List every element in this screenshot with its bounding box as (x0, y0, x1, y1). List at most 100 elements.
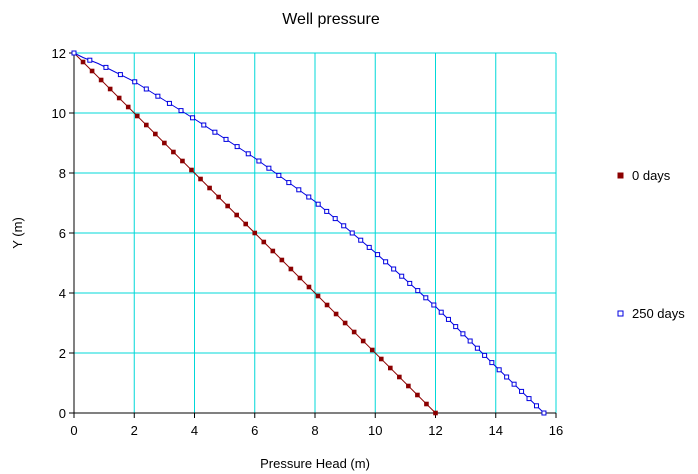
data-point (366, 244, 372, 250)
data-point (407, 280, 413, 286)
data-point (315, 201, 321, 207)
y-axis-label: Y (m) (10, 217, 25, 249)
data-point (80, 59, 86, 65)
data-point (467, 338, 473, 344)
data-point (234, 144, 240, 150)
data-point (433, 410, 438, 416)
x-tick-label: 6 (251, 423, 258, 438)
data-point (245, 151, 251, 157)
data-point (87, 57, 93, 63)
data-point (460, 331, 466, 337)
data-point (252, 230, 258, 236)
x-tick-label: 14 (489, 423, 503, 438)
data-point (107, 86, 113, 92)
x-tick-label: 0 (70, 423, 77, 438)
data-point (351, 329, 357, 335)
grid (74, 52, 557, 413)
data-point (207, 185, 212, 191)
data-point (256, 158, 262, 164)
data-point (482, 352, 488, 358)
data-point (201, 122, 207, 128)
x-axis-label: Pressure Head (m) (260, 456, 370, 471)
data-point (423, 295, 429, 301)
data-point (519, 388, 525, 394)
data-point (171, 149, 176, 155)
legend-label: 0 days (632, 168, 671, 183)
data-point (297, 275, 303, 281)
data-point (286, 180, 292, 186)
data-point (155, 93, 161, 99)
data-point (306, 194, 312, 200)
data-point (406, 383, 411, 389)
data-point (341, 223, 347, 229)
legend-marker (617, 310, 624, 317)
data-point (526, 396, 532, 402)
data-point (223, 136, 229, 142)
x-tick-label: 8 (311, 423, 318, 438)
data-point (445, 316, 451, 322)
data-point (288, 266, 294, 272)
series-1 (71, 50, 547, 416)
data-point (397, 374, 402, 380)
x-tick-label: 12 (428, 423, 442, 438)
data-point (369, 347, 375, 353)
axes: 0 2 4 6 8 10 12 14 16 0 2 4 6 8 10 12 (52, 46, 564, 438)
data-point (489, 360, 495, 366)
data-point (383, 259, 389, 265)
data-point (178, 108, 184, 114)
x-tick-label: 4 (191, 423, 198, 438)
data-point (474, 345, 480, 351)
x-tick-label: 2 (131, 423, 138, 438)
data-point (71, 50, 77, 56)
data-point (415, 288, 421, 294)
data-point (190, 115, 196, 121)
data-point (261, 239, 267, 245)
legend: 0 days 250 days (617, 168, 685, 321)
data-point (496, 367, 502, 373)
data-point (415, 392, 420, 398)
data-point (132, 79, 138, 85)
data-point (453, 324, 459, 330)
y-tick-label: 4 (59, 286, 66, 301)
data-point (243, 221, 249, 227)
data-point (541, 410, 547, 416)
data-point (143, 86, 149, 92)
data-point (270, 248, 276, 254)
data-point (315, 293, 321, 299)
data-point (166, 100, 172, 106)
data-point (225, 203, 230, 209)
data-point (388, 365, 393, 371)
data-point (212, 129, 218, 135)
series-0 (71, 50, 438, 416)
legend-label: 250 days (632, 306, 685, 321)
data-point (279, 257, 285, 263)
data-point (342, 320, 348, 326)
data-point (103, 64, 109, 70)
data-point (324, 208, 330, 214)
data-point (391, 266, 397, 272)
data-point (266, 165, 272, 171)
legend-marker (617, 172, 624, 179)
data-point (424, 401, 429, 407)
chart-title: Well pressure (282, 11, 380, 28)
data-point (98, 77, 104, 83)
data-point (399, 273, 405, 279)
data-point (276, 172, 282, 178)
data-point (162, 140, 167, 146)
series-group (71, 50, 547, 416)
y-tick-label: 10 (52, 106, 66, 121)
data-point (511, 381, 517, 387)
y-tick-label: 12 (52, 46, 66, 61)
data-point (306, 284, 312, 290)
data-point (198, 176, 203, 182)
y-tick-label: 0 (59, 406, 66, 421)
data-point (438, 309, 444, 315)
data-point (234, 212, 239, 218)
data-point (125, 104, 131, 110)
data-point (180, 158, 185, 164)
data-point (324, 302, 330, 308)
data-point (504, 374, 510, 380)
data-point (216, 194, 221, 200)
y-tick-label: 8 (59, 166, 66, 181)
